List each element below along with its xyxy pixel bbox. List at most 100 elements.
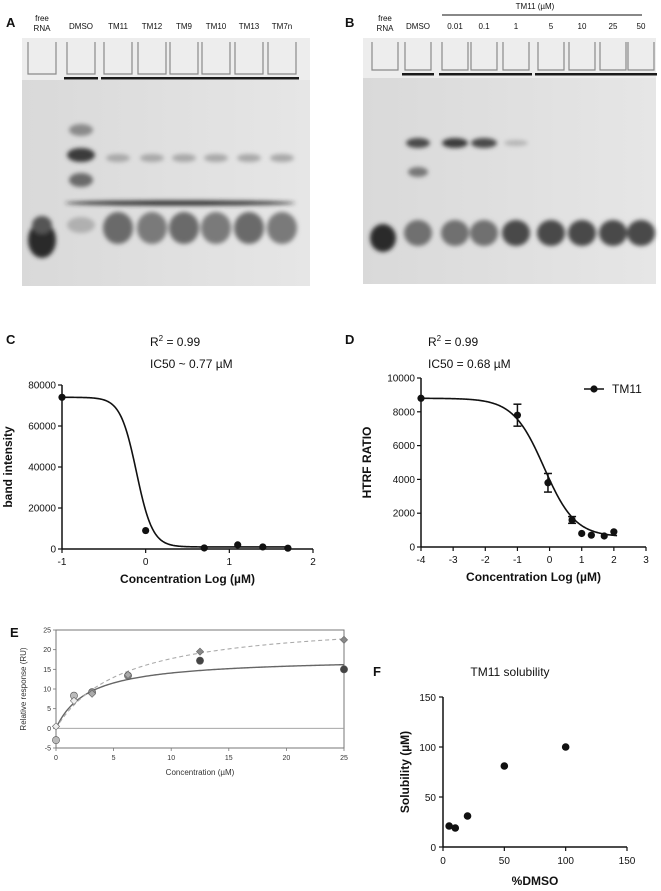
- chart-e-point-diamond: [123, 670, 133, 679]
- chart-d-point: [513, 411, 522, 419]
- panel-d-r2: R2 = 0.99: [428, 334, 478, 349]
- chart-f-x-tick-label: 0: [440, 856, 446, 867]
- gel-lane-label: 0.1: [478, 22, 490, 31]
- chart-d-fit-curve: [421, 397, 618, 537]
- chart-f-y-tick-label: 0: [430, 843, 436, 854]
- chart-d-x-tick-label: 1: [579, 555, 585, 566]
- gel-b-header: TM11 (µM): [516, 2, 555, 11]
- chart-e-x-label: Concentration (µM): [166, 768, 235, 777]
- chart-c-point: [142, 526, 150, 535]
- chart-d-x-label: Concentration Log (µM): [466, 570, 601, 584]
- chart-e-y-tick-label: 25: [43, 628, 51, 635]
- chart-c-y-label: band intensity: [1, 426, 15, 508]
- chart-f: 0 50 100 150 0 50 100 150 %DMSO Solubility (µM): [398, 693, 636, 888]
- gel-lane-label: 10: [578, 22, 587, 31]
- chart-d-point: [610, 528, 618, 536]
- panel-f-letter: F: [373, 664, 381, 679]
- chart-f-x-label: %DMSO: [512, 874, 559, 888]
- gel-lane-label: TM10: [206, 22, 227, 31]
- chart-e-y-label: Relative response (RU): [19, 647, 28, 730]
- chart-f-y-tick-label: 150: [419, 693, 436, 704]
- gel-lane-label: 5: [549, 22, 554, 31]
- chart-e-x-tick-label: 0: [54, 755, 58, 762]
- gel-lane-label: TM7n: [272, 22, 292, 31]
- chart-d-y-tick-label: 8000: [393, 407, 416, 418]
- chart-d-y-tick-label: 2000: [393, 509, 416, 520]
- chart-f-x-tick-label: 50: [499, 856, 511, 867]
- chart-f-point: [451, 824, 460, 832]
- chart-e-x-tick-label: 5: [112, 755, 116, 762]
- chart-f-x-tick-label: 100: [557, 856, 574, 867]
- panel-c-ic50: IC50 ~ 0.77 µM: [150, 357, 233, 371]
- chart-d-point: [578, 529, 586, 538]
- gel-lane-label: 1: [514, 22, 519, 31]
- chart-e-point-diamond: [69, 696, 78, 705]
- chart-d-x-tick-label: -2: [481, 555, 490, 566]
- chart-d-legend-marker: [590, 385, 598, 393]
- chart-c-y-tick-label: 80000: [28, 381, 56, 392]
- chart-e-x-tick-label: 15: [225, 755, 233, 762]
- gel-lane-label: free RNA: [377, 14, 395, 33]
- chart-d-x-tick-label: -1: [513, 555, 522, 566]
- gel-lane-label: TM9: [176, 22, 193, 31]
- chart-c-point: [284, 544, 292, 552]
- chart-e-point-diamond: [51, 722, 61, 731]
- chart-e-fit-curve: [55, 663, 345, 729]
- chart-d-point: [544, 479, 552, 487]
- chart-f-point: [463, 812, 472, 820]
- chart-c-point: [200, 544, 208, 552]
- chart-e-x-tick-label: 10: [167, 755, 175, 762]
- chart-f-y-tick-label: 100: [419, 743, 436, 754]
- chart-e-point-circle: [340, 665, 348, 674]
- gel-lane-label: 25: [609, 22, 618, 31]
- panel-d-ic50: IC50 = 0.68 µM: [428, 357, 511, 371]
- chart-c-y-tick-label: 60000: [28, 422, 56, 433]
- chart-d-y-label: HTRF RATIO: [360, 427, 374, 499]
- chart-d-point: [600, 532, 608, 540]
- chart-c-point: [234, 541, 242, 549]
- panel-e-letter: E: [10, 625, 19, 640]
- gel-a: [22, 38, 310, 286]
- chart-d-y-tick-label: 6000: [393, 441, 416, 452]
- chart-e-point-circle: [52, 736, 60, 745]
- chart-f-point: [500, 762, 509, 770]
- gel-lane-label: TM11: [108, 22, 128, 31]
- chart-c-x-tick-label: 2: [310, 557, 316, 568]
- chart-f-y-tick-label: 50: [425, 793, 437, 804]
- chart-d-x-tick-label: 2: [611, 555, 617, 566]
- chart-f-point: [561, 743, 570, 751]
- chart-e-point-diamond: [339, 635, 349, 644]
- chart-f-title: TM11 solubility: [470, 665, 549, 679]
- panel-b-letter: B: [345, 15, 354, 30]
- chart-e-x-tick-label: 25: [340, 755, 348, 762]
- chart-c-y-tick-label: 40000: [28, 463, 56, 474]
- chart-e-point-diamond: [88, 689, 97, 698]
- panel-c-letter: C: [6, 332, 16, 347]
- gel-b: [363, 38, 657, 284]
- chart-d-y-tick-label: 0: [409, 543, 415, 554]
- chart-e-y-tick-label: 5: [47, 706, 51, 713]
- chart-d-x-tick-label: 3: [643, 555, 649, 566]
- chart-e-point-circle: [196, 656, 204, 665]
- chart-f-x-tick-label: 150: [619, 856, 636, 867]
- gel-lane-label: free RNA: [34, 14, 52, 33]
- chart-e-y-tick-label: 10: [43, 687, 51, 694]
- chart-f-y-label: Solubility (µM): [398, 731, 412, 813]
- chart-d-point: [417, 394, 425, 402]
- panel-a-letter: A: [6, 15, 16, 30]
- gel-lane-label: TM13: [239, 22, 260, 31]
- chart-e-y-tick-label: 20: [43, 647, 51, 654]
- gel-lane-label: DMSO: [406, 22, 430, 31]
- gel-lane-label: 50: [637, 22, 646, 31]
- chart-d-point: [587, 531, 595, 539]
- chart-c-point: [58, 393, 66, 401]
- chart-c-x-tick-label: 1: [227, 557, 233, 568]
- chart-d-x-tick-label: -4: [417, 555, 426, 566]
- gel-lane-label: 0.01: [447, 22, 463, 31]
- chart-d-point: [568, 516, 576, 524]
- chart-c-point: [259, 543, 267, 551]
- chart-c-x-label: Concentration Log (µM): [120, 572, 255, 586]
